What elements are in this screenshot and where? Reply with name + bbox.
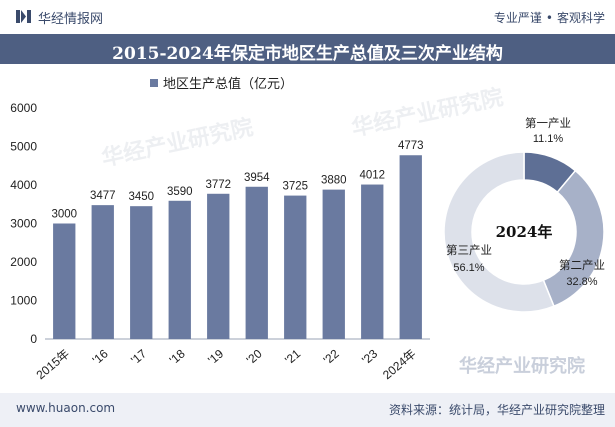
brand-name: 华经情报网 <box>38 12 104 27</box>
footer: www.huaon.com 资料来源：统计局，华经产业研究院整理 <box>0 393 615 427</box>
slogan: 专业严谨 • 客观科学 <box>494 9 605 26</box>
chart-title: 2015-2024年保定市地区生产总值及三次产业结构 <box>112 44 503 64</box>
x-tick-label: '16 <box>90 346 111 367</box>
data-label: 3725 <box>282 181 308 193</box>
bar <box>284 195 307 339</box>
bar <box>130 206 153 339</box>
y-tick-label: 4000 <box>10 178 37 192</box>
x-tick-label: '23 <box>359 346 380 367</box>
data-label: 3477 <box>90 190 116 202</box>
data-label: 3000 <box>51 209 77 221</box>
top-bar: 华经情报网 专业严谨 • 客观科学 <box>0 0 615 34</box>
data-label: 4012 <box>359 170 385 182</box>
bar <box>399 155 422 339</box>
legend: 地区生产总值（亿元） <box>150 73 293 92</box>
x-tick-label: '22 <box>321 346 342 367</box>
footer-url: www.huaon.com <box>16 401 116 415</box>
watermark: 华经产业研究院 <box>459 356 585 377</box>
data-label: 3880 <box>321 175 347 187</box>
data-label: 4773 <box>398 140 424 152</box>
y-tick-label: 5000 <box>10 140 37 154</box>
legend-label: 地区生产总值（亿元） <box>163 77 294 92</box>
slogan-right: 客观科学 <box>556 11 605 25</box>
pie-slice-label: 第二产业 <box>559 258 605 272</box>
pie-slice <box>542 169 605 308</box>
title-bar: 2015-2024年保定市地区生产总值及三次产业结构 <box>0 34 615 64</box>
x-tick-label: '18 <box>167 346 188 367</box>
huajing-logo-icon <box>16 10 31 23</box>
pie-center-label: 2024年 <box>496 223 553 241</box>
bar <box>207 193 230 339</box>
footer-source: 资料来源：统计局，华经产业研究院整理 <box>388 403 605 417</box>
legend-swatch <box>150 79 158 87</box>
x-tick-label: 2015年 <box>34 347 73 383</box>
y-tick-label: 1000 <box>10 294 37 308</box>
pie-slice-label: 第三产业 <box>446 243 492 257</box>
y-tick-label: 0 <box>30 332 37 346</box>
y-tick-label: 3000 <box>10 217 37 231</box>
data-label: 3954 <box>244 172 270 184</box>
pie-slice-label: 第一产业 <box>525 116 571 130</box>
bar <box>53 223 76 339</box>
bar <box>361 184 384 339</box>
y-tick-label: 6000 <box>10 101 37 115</box>
slogan-separator: • <box>545 11 553 25</box>
pie-slice <box>443 151 555 313</box>
x-tick-label: 2024年 <box>380 347 419 383</box>
bar <box>168 200 191 339</box>
bar <box>322 189 345 339</box>
x-tick-label: '21 <box>282 346 303 367</box>
data-label: 3450 <box>128 191 154 203</box>
y-tick-label: 2000 <box>10 255 37 269</box>
pie-slice-value: 56.1% <box>453 262 484 274</box>
data-label: 3772 <box>205 179 231 191</box>
x-tick-label: '19 <box>205 346 226 367</box>
slogan-left: 专业严谨 <box>493 11 542 25</box>
pie-slice-value: 11.1% <box>533 133 564 145</box>
bar <box>245 186 268 339</box>
x-tick-label: '20 <box>244 346 265 367</box>
data-label: 3590 <box>167 186 193 198</box>
pie-slice-value: 32.8% <box>566 276 597 288</box>
x-tick-label: '17 <box>128 346 149 367</box>
bar <box>91 205 114 339</box>
